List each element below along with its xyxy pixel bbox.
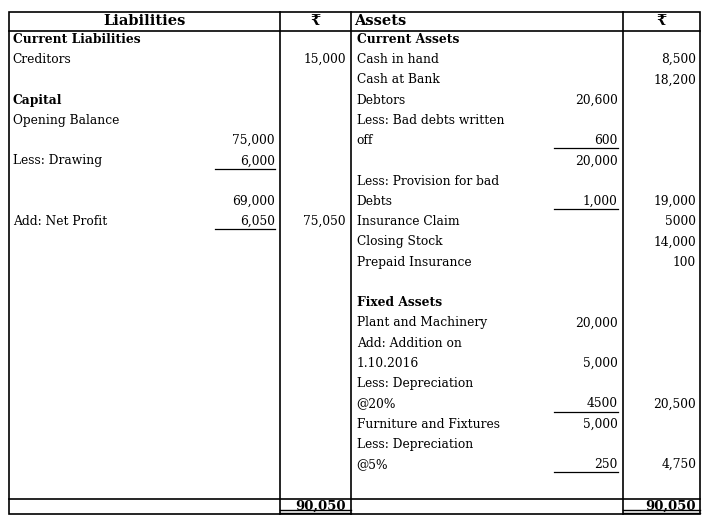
Text: Add: Addition on: Add: Addition on	[357, 337, 462, 350]
Text: Less: Depreciation: Less: Depreciation	[357, 438, 473, 451]
Text: 100: 100	[673, 256, 696, 269]
Text: off: off	[357, 134, 373, 147]
Text: 69,000: 69,000	[233, 195, 275, 208]
Text: ₹: ₹	[657, 14, 666, 28]
Text: 4500: 4500	[586, 398, 618, 410]
Text: 15,000: 15,000	[303, 53, 346, 66]
Text: @20%: @20%	[357, 398, 396, 410]
Text: Current Assets: Current Assets	[357, 33, 459, 46]
Text: Debts: Debts	[357, 195, 393, 208]
Text: Closing Stock: Closing Stock	[357, 236, 442, 248]
Text: 1.10.2016: 1.10.2016	[357, 357, 419, 370]
Text: 20,000: 20,000	[575, 155, 618, 167]
Text: 600: 600	[594, 134, 618, 147]
Text: 20,000: 20,000	[575, 317, 618, 329]
Text: Assets: Assets	[354, 14, 407, 28]
Text: Insurance Claim: Insurance Claim	[357, 215, 459, 228]
Text: 250: 250	[594, 458, 618, 471]
Text: Plant and Machinery: Plant and Machinery	[357, 317, 487, 329]
Text: 5000: 5000	[665, 215, 696, 228]
Text: Furniture and Fixtures: Furniture and Fixtures	[357, 418, 500, 431]
Text: 75,050: 75,050	[303, 215, 346, 228]
Text: Liabilities: Liabilities	[103, 14, 186, 28]
Text: 6,000: 6,000	[240, 155, 275, 167]
Text: Creditors: Creditors	[13, 53, 72, 66]
Text: 75,000: 75,000	[233, 134, 275, 147]
Text: 20,600: 20,600	[575, 94, 618, 107]
Text: Cash in hand: Cash in hand	[357, 53, 438, 66]
Text: 5,000: 5,000	[583, 418, 618, 431]
Text: Less: Depreciation: Less: Depreciation	[357, 377, 473, 390]
Text: 90,050: 90,050	[296, 500, 346, 513]
Text: 20,500: 20,500	[654, 398, 696, 410]
Text: Current Liabilities: Current Liabilities	[13, 33, 140, 46]
Text: 19,000: 19,000	[654, 195, 696, 208]
Text: Add: Net Profit: Add: Net Profit	[13, 215, 107, 228]
Text: ₹: ₹	[311, 14, 320, 28]
Text: Less: Drawing: Less: Drawing	[13, 155, 102, 167]
Text: 90,050: 90,050	[646, 500, 696, 513]
Text: 5,000: 5,000	[583, 357, 618, 370]
Text: Capital: Capital	[13, 94, 62, 107]
Text: Prepaid Insurance: Prepaid Insurance	[357, 256, 471, 269]
Text: Cash at Bank: Cash at Bank	[357, 74, 440, 86]
Text: Less: Provision for bad: Less: Provision for bad	[357, 175, 498, 188]
Text: Debtors: Debtors	[357, 94, 406, 107]
Text: Opening Balance: Opening Balance	[13, 114, 119, 127]
Text: 18,200: 18,200	[654, 74, 696, 86]
Text: Fixed Assets: Fixed Assets	[357, 296, 442, 309]
Text: 6,050: 6,050	[240, 215, 275, 228]
Text: Less: Bad debts written: Less: Bad debts written	[357, 114, 504, 127]
Text: 4,750: 4,750	[661, 458, 696, 471]
Text: 8,500: 8,500	[661, 53, 696, 66]
Text: 14,000: 14,000	[654, 236, 696, 248]
Text: 1,000: 1,000	[583, 195, 618, 208]
Text: @5%: @5%	[357, 458, 388, 471]
